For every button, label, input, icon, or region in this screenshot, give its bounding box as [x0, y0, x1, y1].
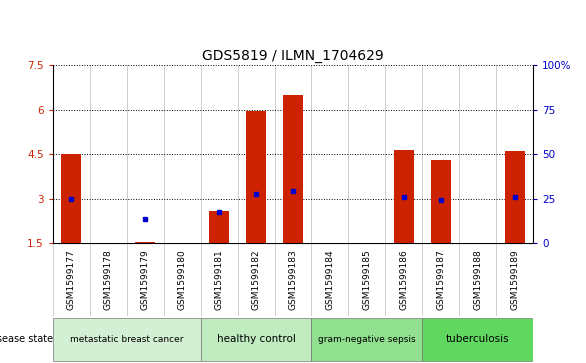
Bar	[394, 150, 414, 243]
Bar	[61, 154, 81, 243]
Text: GSM1599183: GSM1599183	[288, 249, 298, 310]
Text: GSM1599179: GSM1599179	[141, 249, 149, 310]
Text: GSM1599181: GSM1599181	[214, 249, 224, 310]
Bar	[246, 111, 266, 243]
Bar	[209, 211, 229, 243]
Text: GSM1599185: GSM1599185	[362, 249, 372, 310]
Text: GSM1599177: GSM1599177	[67, 249, 76, 310]
Text: GSM1599178: GSM1599178	[104, 249, 113, 310]
Bar	[53, 318, 200, 361]
Text: GSM1599188: GSM1599188	[473, 249, 482, 310]
Bar	[431, 160, 451, 243]
Text: GSM1599182: GSM1599182	[251, 249, 261, 310]
Bar	[505, 151, 525, 243]
Title: GDS5819 / ILMN_1704629: GDS5819 / ILMN_1704629	[202, 49, 384, 63]
Text: healthy control: healthy control	[217, 334, 295, 344]
Bar	[312, 318, 423, 361]
Bar	[135, 242, 155, 243]
Text: GSM1599186: GSM1599186	[400, 249, 408, 310]
Bar	[423, 318, 533, 361]
Bar	[283, 95, 303, 243]
Text: gram-negative sepsis: gram-negative sepsis	[318, 335, 415, 344]
Text: GSM1599187: GSM1599187	[437, 249, 445, 310]
Text: metastatic breast cancer: metastatic breast cancer	[70, 335, 183, 344]
Text: GSM1599189: GSM1599189	[510, 249, 519, 310]
Text: tuberculosis: tuberculosis	[446, 334, 510, 344]
Text: disease state: disease state	[0, 334, 53, 344]
Text: GSM1599184: GSM1599184	[325, 249, 335, 310]
Text: GSM1599180: GSM1599180	[178, 249, 186, 310]
Bar	[200, 318, 312, 361]
